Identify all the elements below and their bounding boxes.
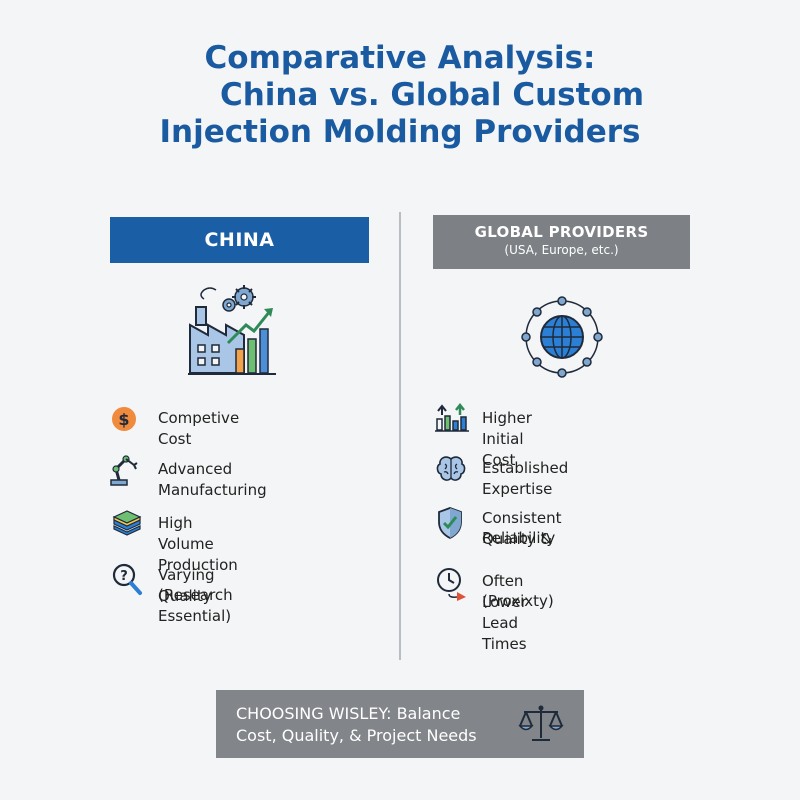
title-line-3: Injection Molding Providers	[159, 114, 641, 150]
china-item-quality-label-2: (Research Essential)	[158, 586, 233, 625]
china-item-volume-label: High Volume Production	[158, 514, 238, 574]
footer-text: CHOOSING WISLEY: Balance Cost, Quality, …	[236, 703, 477, 747]
global-header: GLOBAL PROVIDERS (USA, Europe, etc.)	[433, 215, 690, 269]
brain-icon	[436, 455, 466, 487]
bar-arrows-icon	[434, 402, 470, 437]
globe-network-icon	[514, 294, 610, 384]
dollar-icon: $	[110, 405, 138, 437]
global-item-expertise-label: Established Expertise	[482, 459, 569, 498]
footer-banner: CHOOSING WISLEY: Balance Cost, Quality, …	[216, 690, 584, 758]
magnifier-question-icon: ?	[111, 562, 143, 600]
global-item-lead-times-label-1: Often Lower Lead Times	[482, 572, 527, 653]
china-item-manufacturing-label: Advanced Manufacturing	[158, 460, 267, 499]
global-item-quality-label-1: Consistent Quality &	[482, 509, 562, 548]
shield-check-icon	[436, 506, 464, 544]
global-header-title: GLOBAL PROVIDERS	[474, 223, 649, 241]
global-item-quality-label-2: Reliability	[482, 529, 556, 547]
page-title: Comparative Analysis: China vs. Global C…	[0, 40, 800, 151]
footer-line-1: CHOOSING WISLEY: Balance	[236, 704, 461, 723]
scales-icon	[518, 702, 564, 750]
column-divider	[399, 212, 401, 660]
factory-growth-icon	[186, 283, 278, 381]
title-line-1: Comparative Analysis:	[204, 40, 596, 76]
global-item-cost-label: Higher Initial Cost	[482, 409, 532, 469]
svg-text:?: ?	[120, 569, 128, 584]
footer-line-2: Cost, Quality, & Project Needs	[236, 726, 477, 745]
china-header: CHINA	[110, 217, 369, 263]
title-line-2: China vs. Global Custom	[219, 77, 645, 113]
global-item-lead-times-label-2: (Proxixty)	[482, 592, 554, 610]
svg-text:$: $	[118, 410, 129, 429]
robot-arm-icon	[108, 453, 140, 491]
clock-arrow-icon	[435, 566, 469, 606]
china-item-cost-label: Competive Cost	[158, 409, 240, 448]
china-item-quality-label-1: Varying Quality	[158, 566, 215, 605]
global-header-subtitle: (USA, Europe, etc.)	[504, 243, 619, 257]
layers-icon	[112, 508, 142, 542]
